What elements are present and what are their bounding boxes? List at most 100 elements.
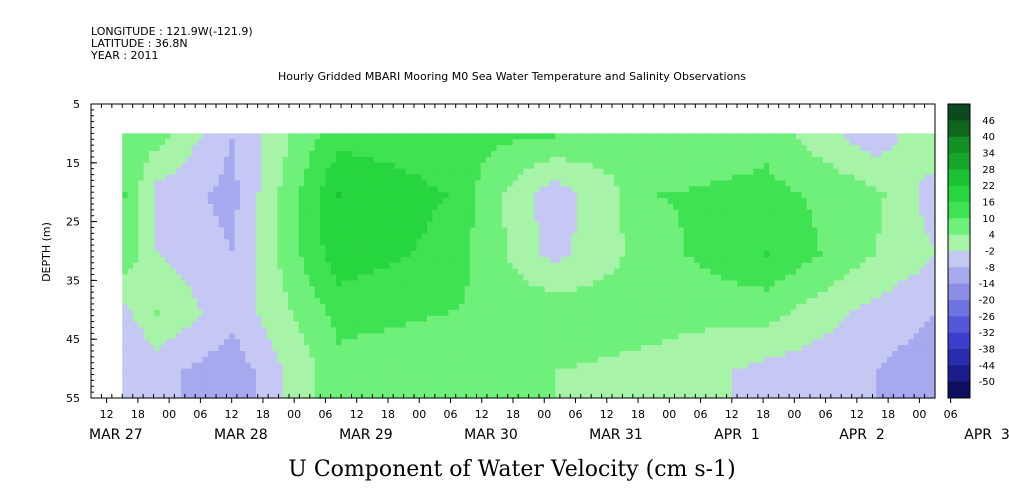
heatmap-cell xyxy=(592,362,599,370)
heatmap-cell xyxy=(587,386,594,393)
heatmap-cell xyxy=(582,203,589,211)
heatmap-cell xyxy=(694,262,701,270)
heatmap-cell xyxy=(592,386,599,393)
heatmap-cell xyxy=(336,321,343,329)
heatmap-cell xyxy=(485,286,492,293)
heatmap-cell xyxy=(651,298,658,305)
heatmap-cell xyxy=(459,186,466,193)
heatmap-cell xyxy=(405,251,412,258)
heatmap-cell xyxy=(314,268,321,276)
heatmap-cell xyxy=(255,145,262,152)
heatmap-cell xyxy=(608,262,615,270)
heatmap-cell xyxy=(673,145,679,152)
heatmap-cell xyxy=(277,180,284,187)
heatmap-cell xyxy=(678,156,685,164)
heatmap-cell xyxy=(512,292,519,299)
heatmap-cell xyxy=(448,192,455,199)
heatmap-cell xyxy=(603,268,610,276)
heatmap-cell xyxy=(207,345,214,352)
heatmap-cell xyxy=(705,274,712,281)
heatmap-cell xyxy=(507,203,514,211)
heatmap-cell xyxy=(266,139,273,146)
heatmap-cell xyxy=(608,274,615,281)
heatmap-cell xyxy=(443,356,450,364)
heatmap-cell xyxy=(459,303,466,311)
heatmap-cell xyxy=(576,227,583,234)
heatmap-cell xyxy=(288,203,294,211)
heatmap-cell xyxy=(378,292,385,299)
heatmap-cell xyxy=(362,321,369,329)
heatmap-cell xyxy=(464,345,471,352)
heatmap-cell xyxy=(304,362,311,370)
heatmap-cell xyxy=(234,345,241,352)
heatmap-cell xyxy=(673,392,679,399)
heatmap-cell xyxy=(304,321,311,329)
heatmap-cell xyxy=(603,362,610,370)
heatmap-cell xyxy=(389,221,396,229)
heatmap-cell xyxy=(223,215,230,223)
heatmap-cell xyxy=(266,339,273,346)
heatmap-cell xyxy=(619,209,626,217)
heatmap-cell xyxy=(571,256,578,264)
heatmap-cell xyxy=(619,262,626,270)
heatmap-cell xyxy=(469,245,476,252)
heatmap-cell xyxy=(346,280,353,287)
heatmap-cell xyxy=(614,392,621,399)
heatmap-cell xyxy=(218,239,225,246)
heatmap-cell xyxy=(282,274,289,281)
heatmap-cell xyxy=(560,321,567,329)
heatmap-cell xyxy=(213,321,220,329)
heatmap-cell xyxy=(202,145,209,152)
heatmap-cell xyxy=(159,321,166,329)
heatmap-cell xyxy=(619,339,626,346)
heatmap-cell xyxy=(699,245,706,252)
heatmap-cell xyxy=(443,227,450,234)
heatmap-cell xyxy=(394,245,401,252)
heatmap-cell xyxy=(603,350,610,358)
heatmap-cell xyxy=(710,180,717,187)
heatmap-cell xyxy=(127,298,134,305)
heatmap-cell xyxy=(555,156,562,164)
heatmap-cell xyxy=(309,215,316,223)
heatmap-cell xyxy=(405,139,412,146)
heatmap-cell xyxy=(587,350,594,358)
heatmap-cell xyxy=(261,280,268,287)
heatmap-cell xyxy=(630,221,637,229)
heatmap-cell xyxy=(699,386,706,393)
heatmap-cell xyxy=(496,380,503,387)
heatmap-cell xyxy=(207,362,214,370)
heatmap-cell xyxy=(427,256,433,264)
heatmap-cell xyxy=(298,145,305,152)
heatmap-cell xyxy=(400,327,407,334)
heatmap-cell xyxy=(416,215,423,223)
heatmap-cell xyxy=(288,145,294,152)
heatmap-cell xyxy=(560,256,567,264)
heatmap-cell xyxy=(304,133,311,140)
heatmap-cell xyxy=(453,174,460,182)
heatmap-cell xyxy=(544,256,551,264)
heatmap-cell xyxy=(533,156,540,164)
heatmap-cell xyxy=(362,245,369,252)
heatmap-cell xyxy=(683,368,690,376)
heatmap-cell xyxy=(651,386,658,393)
heatmap-cell xyxy=(239,292,246,299)
heatmap-cell xyxy=(496,362,503,370)
heatmap-cell xyxy=(352,327,359,334)
heatmap-cell xyxy=(528,145,535,152)
heatmap-cell xyxy=(138,245,145,252)
heatmap-cell xyxy=(314,186,321,193)
heatmap-cell xyxy=(630,180,637,187)
heatmap-cell xyxy=(352,268,359,276)
heatmap-cell xyxy=(539,180,546,187)
heatmap-cell xyxy=(587,209,594,217)
heatmap-cell xyxy=(202,321,209,329)
heatmap-cell xyxy=(475,162,482,170)
heatmap-cell xyxy=(662,386,669,393)
heatmap-cell xyxy=(523,251,530,258)
heatmap-cell xyxy=(159,139,166,146)
heatmap-cell xyxy=(619,251,626,258)
heatmap-cell xyxy=(453,380,460,387)
heatmap-cell xyxy=(592,327,599,334)
heatmap-cell xyxy=(394,386,401,393)
heatmap-cell xyxy=(694,151,701,158)
